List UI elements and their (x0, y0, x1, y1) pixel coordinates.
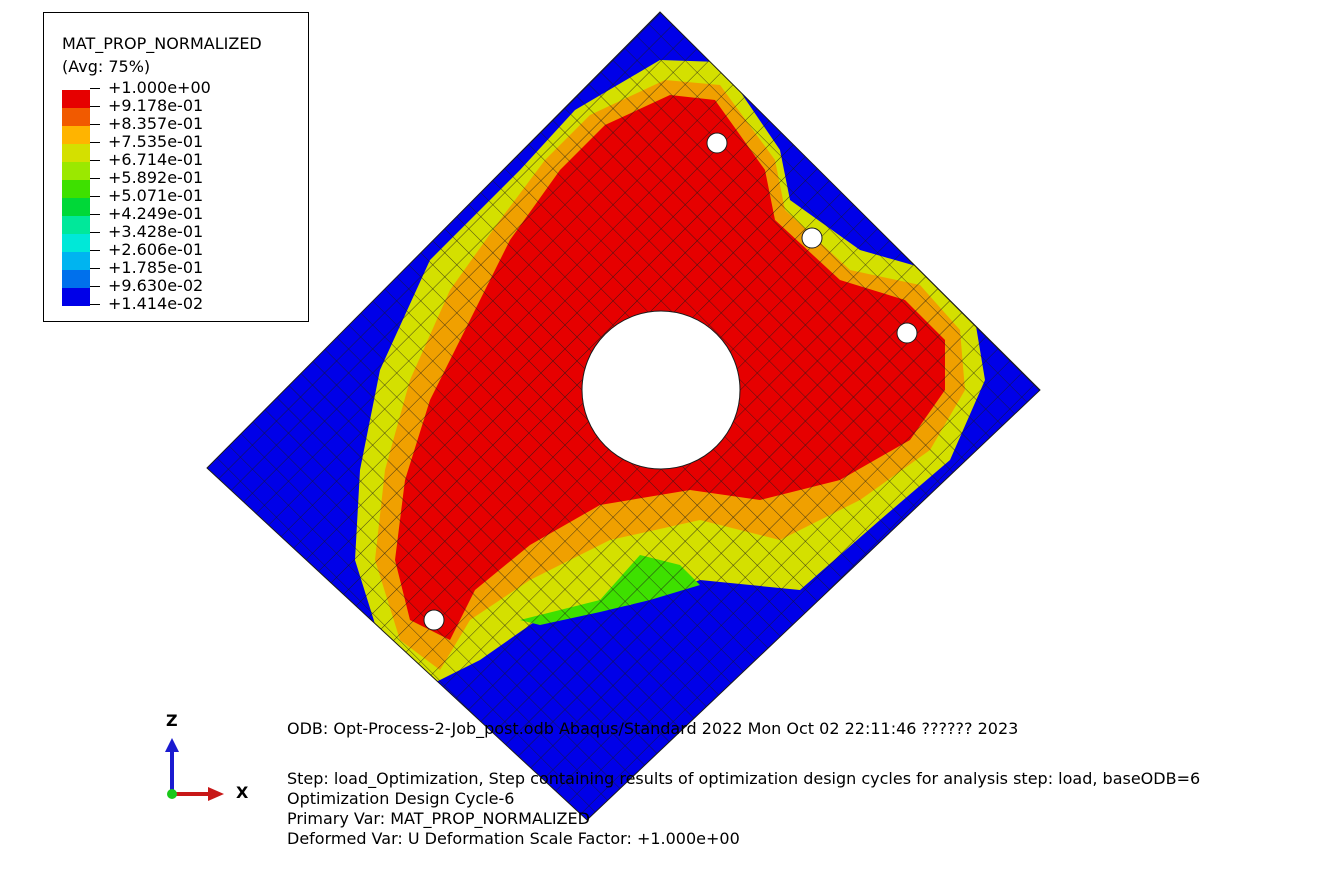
legend-label: +2.606e-01 (90, 241, 211, 259)
cycle-info: Optimization Design Cycle-6 (287, 789, 515, 808)
axis-triad: Z X (165, 711, 249, 802)
legend-color-bands (62, 90, 90, 306)
plate-outline (206, 11, 1041, 821)
legend-label: +7.535e-01 (90, 133, 211, 151)
bolt-hole-1 (706, 132, 728, 154)
legend-band (62, 126, 90, 144)
primary-var-info: Primary Var: MAT_PROP_NORMALIZED (287, 809, 590, 828)
legend-label: +4.249e-01 (90, 205, 211, 223)
legend-label: +5.071e-01 (90, 187, 211, 205)
legend-band (62, 144, 90, 162)
bolt-hole-2 (801, 227, 823, 249)
bolt-hole-3 (896, 322, 918, 344)
deformed-var-info: Deformed Var: U Deformation Scale Factor… (287, 829, 740, 848)
legend-label: +1.414e-02 (90, 295, 211, 313)
legend-averaging: (Avg: 75%) (62, 57, 151, 76)
legend-band (62, 198, 90, 216)
legend-label: +6.714e-01 (90, 151, 211, 169)
legend-band (62, 180, 90, 198)
step-info: Step: load_Optimization, Step containing… (287, 769, 1201, 788)
legend-label: +9.630e-02 (90, 277, 211, 295)
legend-band (62, 252, 90, 270)
legend-label: +8.357e-01 (90, 115, 211, 133)
legend-band (62, 90, 90, 108)
bolt-hole-4 (423, 609, 445, 631)
legend-label: +3.428e-01 (90, 223, 211, 241)
legend-labels: +1.000e+00 +9.178e-01 +8.357e-01 +7.535e-01… (90, 79, 211, 313)
legend-band (62, 216, 90, 234)
legend-band (62, 288, 90, 306)
legend-label: +5.892e-01 (90, 169, 211, 187)
legend-label: +9.178e-01 (90, 97, 211, 115)
odb-info: ODB: Opt-Process-2-Job_post.odb Abaqus/S… (287, 719, 1019, 738)
triad-origin (167, 789, 177, 799)
legend-label: +1.000e+00 (90, 79, 211, 97)
legend-band (62, 162, 90, 180)
legend-title: MAT_PROP_NORMALIZED (62, 34, 262, 53)
z-axis-label: Z (166, 711, 178, 730)
central-hole (581, 310, 741, 470)
legend-band (62, 270, 90, 288)
x-axis-label: X (236, 783, 249, 802)
legend-label: +1.785e-01 (90, 259, 211, 277)
legend-band (62, 234, 90, 252)
legend-band (62, 108, 90, 126)
contour-legend[interactable]: MAT_PROP_NORMALIZED (Avg: 75%) +1.000e+0… (43, 12, 309, 322)
